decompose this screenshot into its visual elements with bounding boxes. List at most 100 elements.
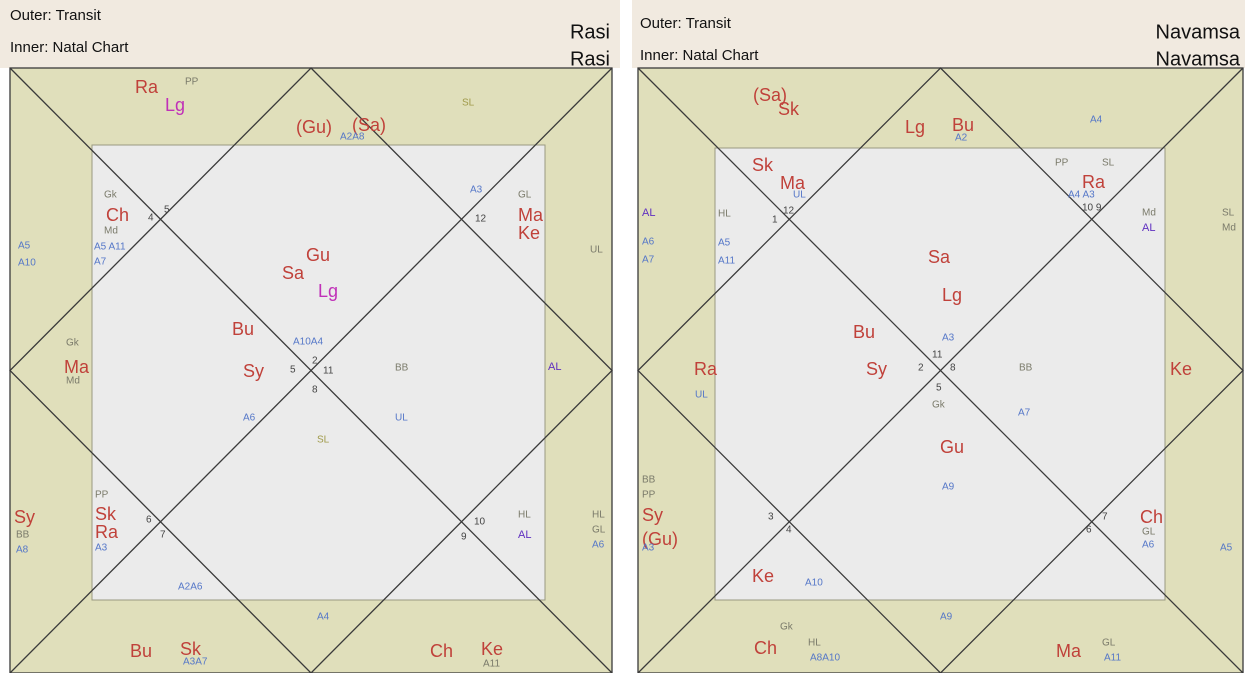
outer-label: Outer: Transit — [640, 15, 732, 32]
chart-name: Navamsa — [1156, 21, 1241, 43]
chart-label: SL — [1102, 158, 1115, 169]
chart-label: A6 — [1142, 540, 1155, 551]
chart-label: 11 — [932, 350, 943, 361]
chart-label: Gk — [104, 190, 118, 201]
chart-label: 4 — [148, 213, 154, 224]
chart-label: A11 — [483, 659, 500, 670]
chart-label: UL — [590, 245, 603, 256]
chart-label: PP — [642, 490, 656, 501]
chart-label: A7 — [94, 257, 107, 268]
chart-label: Ra — [95, 522, 119, 542]
chart-label: A11 — [1104, 653, 1121, 664]
chart-label: HL — [592, 510, 605, 521]
chart-label: Sk — [778, 99, 800, 119]
chart-label: Gk — [932, 400, 946, 411]
chart-label: AL — [1142, 222, 1155, 234]
chart-label: A2 — [955, 133, 968, 144]
chart-label: BB — [1019, 363, 1033, 374]
chart-label: Ra — [135, 77, 159, 97]
chart-label: HL — [518, 510, 531, 521]
chart-label: Ke — [518, 223, 540, 243]
inner-square — [714, 147, 1166, 601]
chart-label: Bu — [853, 322, 875, 342]
chart-label: A5 — [18, 241, 31, 252]
chart-label: A4 — [1090, 115, 1103, 126]
chart-label: Ch — [1140, 507, 1163, 527]
chart-label: A3 — [95, 543, 108, 554]
chart-label: Ch — [106, 205, 129, 225]
chart-label: Md — [104, 226, 118, 237]
chart-label: 6 — [146, 515, 152, 526]
chart-label: 6 — [1086, 525, 1092, 536]
chart-label: A10 — [805, 578, 823, 589]
chart-label: UL — [395, 413, 408, 424]
chart-label: A10A4 — [293, 337, 323, 348]
chart-label: Sy — [243, 361, 264, 381]
chart-name: Rasi — [570, 48, 610, 70]
chart-label: Sa — [928, 247, 951, 267]
chart-label: 12 — [475, 214, 487, 225]
chart-label: Gu — [940, 437, 964, 457]
chart-label: A5 — [1220, 543, 1233, 554]
chart-label: A6 — [592, 540, 605, 551]
chart-label: AL — [642, 207, 655, 219]
chart-label: A3A7 — [183, 657, 208, 668]
chart-label: A4 A3 — [1068, 190, 1095, 201]
chart-label: Ma — [518, 205, 544, 225]
chart-label: SL — [1222, 208, 1235, 219]
chart-label: Ma — [780, 173, 806, 193]
chart-label: Sk — [752, 155, 774, 175]
chart-label: Bu — [952, 115, 974, 135]
chart-label: A5 A11 — [94, 242, 126, 253]
chart-label: SL — [317, 435, 330, 446]
chart-label: 7 — [1102, 512, 1108, 523]
chart-label: 5 — [164, 205, 170, 216]
chart-label: 11 — [323, 366, 334, 377]
chart-label: Gk — [780, 622, 794, 633]
chart-label: Lg — [165, 95, 185, 115]
chart-label: Sy — [14, 507, 35, 527]
chart-label: GL — [1142, 527, 1156, 538]
chart-name: Rasi — [570, 21, 610, 43]
chart-label: 8 — [950, 363, 956, 374]
chart-label: 9 — [461, 532, 467, 543]
chart-label: A9 — [940, 612, 953, 623]
chart-label: 10 9 — [1082, 203, 1102, 214]
chart-label: GL — [1102, 638, 1116, 649]
chart-label: Sy — [642, 505, 663, 525]
chart-label: BB — [642, 475, 656, 486]
chart-label: Ke — [1170, 359, 1192, 379]
chart-label: Md — [1222, 223, 1236, 234]
chart-label: A7 — [1018, 408, 1031, 419]
header-right — [632, 0, 1245, 68]
chart-label: 8 — [312, 385, 318, 396]
chart-label: UL — [695, 390, 708, 401]
chart-label: Bu — [130, 641, 152, 661]
chart-label: 2 — [918, 363, 924, 374]
chart-label: (Gu) — [296, 117, 332, 137]
chart-label: A2A8 — [340, 132, 365, 143]
chart-label: 5 — [936, 383, 942, 394]
diagonal — [637, 67, 1244, 674]
chart-label: Sa — [282, 263, 305, 283]
chart-label: A6 — [642, 237, 655, 248]
chart-label: PP — [185, 77, 199, 88]
chart-label: Ra — [1082, 172, 1106, 192]
outer-label: Outer: Transit — [10, 7, 102, 24]
chart-label: A8A10 — [810, 653, 840, 664]
chart-label: HL — [718, 209, 731, 220]
chart-label: BB — [16, 530, 30, 541]
chart-label: 7 — [160, 530, 166, 541]
inner-label: Inner: Natal Chart — [640, 47, 759, 64]
diagonal — [9, 67, 613, 674]
chart-label: Ra — [694, 359, 718, 379]
chart-label: Bu — [232, 319, 254, 339]
chart-label: Ke — [752, 566, 774, 586]
chart-label: Lg — [942, 285, 962, 305]
chart-label: 12 — [783, 206, 795, 217]
chart-label: A4 — [317, 612, 330, 623]
chart-label: A11 — [718, 256, 735, 267]
chart-label: BB — [395, 363, 409, 374]
chart-label: GL — [592, 525, 606, 536]
